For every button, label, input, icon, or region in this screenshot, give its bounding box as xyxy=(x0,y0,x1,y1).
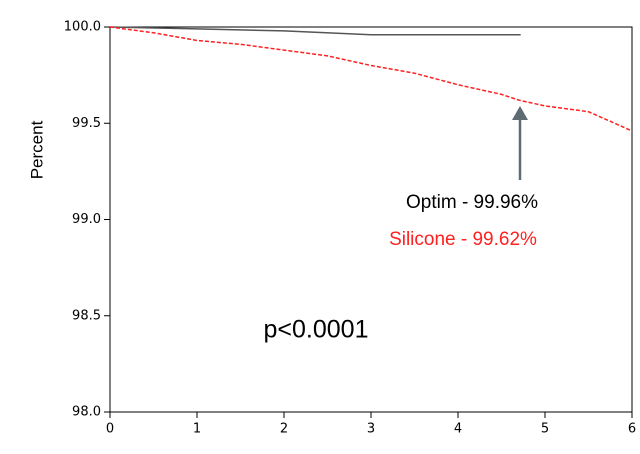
y-tick-label: 99.0 xyxy=(72,212,101,227)
y-tick-label: 99.5 xyxy=(72,116,101,131)
annotation: p<0.0001 xyxy=(264,316,369,344)
y-tick-label: 98.0 xyxy=(72,405,101,420)
annotation: Optim - 99.96% xyxy=(406,192,538,213)
x-tick-label: 4 xyxy=(454,422,462,437)
x-tick-label: 0 xyxy=(106,422,114,437)
y-tick-label: 98.5 xyxy=(72,308,101,323)
annotation: Silicone - 99.62% xyxy=(389,229,537,250)
arrow-head xyxy=(512,106,528,120)
x-tick-label: 2 xyxy=(280,422,288,437)
series-line xyxy=(109,26,521,36)
x-tick-label: 5 xyxy=(541,422,549,437)
y-tick-label: 100.0 xyxy=(64,20,101,35)
x-tick-label: 6 xyxy=(628,422,636,437)
series-line xyxy=(109,26,633,132)
x-tick-label: 3 xyxy=(367,422,375,437)
y-axis-title: Percent xyxy=(27,120,46,179)
plot-frame xyxy=(109,26,633,413)
x-tick-label: 1 xyxy=(193,422,201,437)
plot-area xyxy=(109,26,633,132)
